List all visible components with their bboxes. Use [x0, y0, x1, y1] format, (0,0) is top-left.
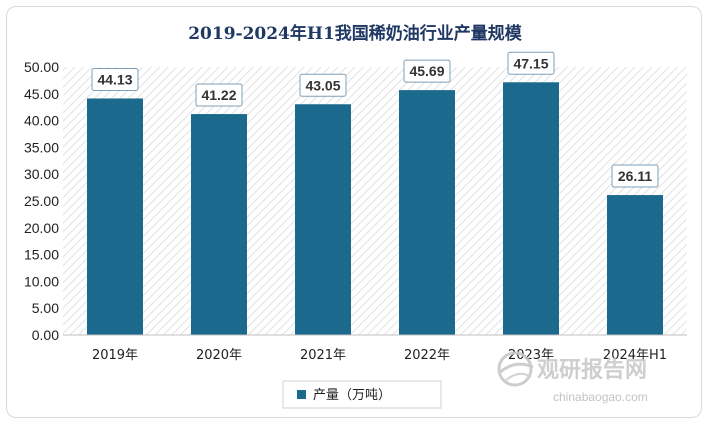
watermark: 观研报告网 chinabaogao.com — [497, 351, 648, 404]
data-label-box — [507, 51, 555, 75]
chart-frame: 2019-2024年H1我国稀奶油行业产量规模 0.00 5.00 10.00 15.… — [6, 6, 702, 418]
x-tick-label: 2022年 — [404, 348, 450, 363]
data-label-box — [299, 73, 347, 97]
legend: 产量（万吨） — [282, 380, 442, 409]
bar-chart: 2019-2024年H1我国稀奶油行业产量规模 0.00 5.00 10.00 15.… — [24, 23, 687, 409]
y-tick-label: 40.00 — [24, 113, 59, 129]
y-tick-label: 15.00 — [24, 247, 59, 263]
data-label: 43.05 — [305, 77, 340, 93]
legend-swatch — [297, 390, 306, 399]
plot-area — [63, 67, 687, 335]
y-tick-label: 0.00 — [32, 327, 59, 343]
bar — [191, 114, 247, 336]
y-tick-label: 50.00 — [24, 59, 59, 75]
chart-title: 2019-2024年H1我国稀奶油行业产量规模 — [188, 23, 523, 44]
data-label-box — [91, 67, 139, 91]
bar — [295, 104, 351, 335]
data-label-box — [195, 83, 243, 107]
y-tick-label: 25.00 — [24, 193, 59, 209]
watermark-name: 观研报告网 — [537, 358, 647, 383]
bar — [87, 98, 143, 336]
y-tick-label: 45.00 — [24, 86, 59, 102]
bar — [503, 82, 559, 335]
data-label: 47.15 — [513, 55, 548, 71]
y-tick-label: 30.00 — [24, 166, 59, 182]
data-label: 41.22 — [201, 87, 236, 103]
y-tick-label: 10.00 — [24, 273, 59, 289]
legend-label: 产量（万吨） — [313, 388, 391, 403]
globe-logo-icon — [497, 351, 534, 387]
data-label: 26.11 — [618, 168, 652, 184]
data-labels: 44.13 41.22 43.05 45.69 47.15 26.11 — [91, 51, 659, 188]
bar-series — [87, 82, 663, 336]
y-tick-label: 20.00 — [24, 220, 59, 236]
y-axis: 0.00 5.00 10.00 15.00 20.00 25.00 30.00 35.00 40… — [24, 59, 59, 343]
x-tick-label: 2024年H1 — [603, 348, 667, 363]
data-label: 44.13 — [97, 71, 132, 87]
x-tick-label: 2021年 — [300, 348, 346, 363]
watermark-url: chinabaogao.com — [553, 390, 648, 404]
x-tick-label: 2019年 — [92, 348, 138, 363]
legend-box — [282, 380, 442, 409]
x-tick-label: 2020年 — [196, 348, 242, 363]
data-label-box — [611, 164, 659, 188]
x-axis: 2019年 2020年 2021年 2022年 2023年 2024年H1 — [92, 348, 667, 363]
data-label-box — [403, 59, 451, 83]
y-tick-label: 5.00 — [32, 300, 59, 316]
bar — [399, 90, 455, 336]
y-tick-label: 35.00 — [24, 139, 59, 155]
x-tick-label: 2023年 — [508, 348, 554, 363]
data-label: 45.69 — [409, 63, 444, 79]
bar — [607, 195, 663, 335]
